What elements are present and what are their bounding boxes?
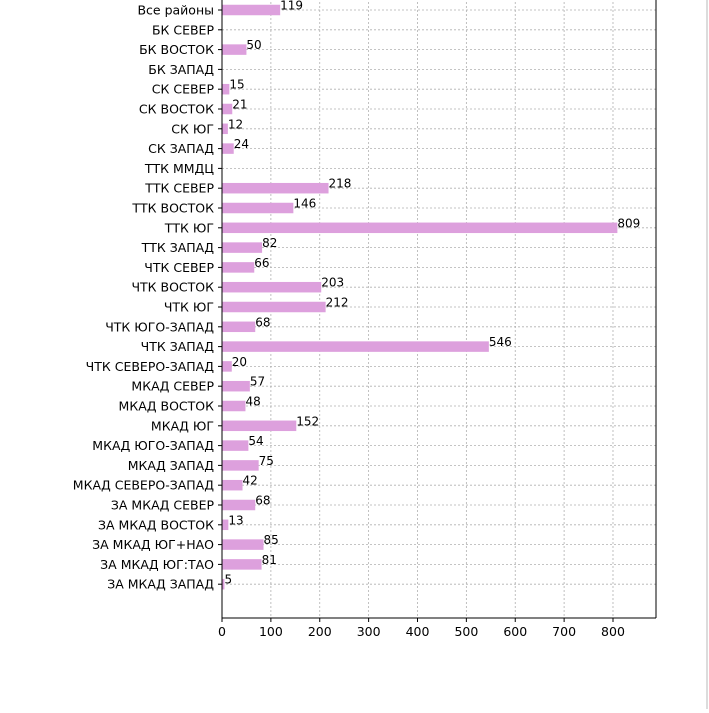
category-label: ТТК СЕВЕР	[144, 181, 214, 196]
category-label: ЧТК ЗАПАД	[141, 339, 215, 354]
bar	[222, 361, 232, 372]
category-label: ТТК ММДЦ	[144, 161, 214, 176]
data-label: 218	[329, 177, 352, 191]
category-label: СК ЗАПАД	[148, 141, 214, 156]
category-label: СК ВОСТОК	[139, 102, 214, 117]
data-label: 68	[255, 494, 270, 508]
category-label: ТТК ЗАПАД	[141, 240, 215, 255]
data-label: 13	[228, 513, 243, 527]
data-label: 5	[224, 573, 232, 587]
bar	[222, 143, 234, 154]
bar	[222, 83, 230, 95]
data-label: 15	[229, 78, 244, 92]
bar	[222, 44, 247, 55]
data-label: 50	[246, 38, 261, 52]
category-label: ЧТК ЮГ	[164, 300, 214, 315]
data-label: 68	[255, 315, 270, 329]
x-tick-label: 800	[601, 624, 625, 639]
category-label: БК ЗАПАД	[148, 62, 214, 77]
data-label: 12	[228, 117, 243, 131]
x-tick-label: 700	[552, 624, 576, 639]
category-label: МКАД СЕВЕР	[131, 379, 214, 394]
category-label: Все районы	[137, 3, 214, 18]
category-label: ТТК ВОСТОК	[131, 201, 214, 216]
bar	[222, 559, 262, 570]
bar	[222, 222, 618, 234]
bar	[222, 519, 229, 531]
category-label: БК СЕВЕР	[152, 22, 215, 37]
data-label: 203	[321, 276, 344, 290]
category-label: МКАД ЮГО-ЗАПАД	[92, 438, 214, 453]
bar	[222, 103, 233, 115]
bar	[222, 4, 281, 16]
bar	[222, 202, 294, 214]
data-label: 42	[243, 474, 258, 488]
data-label: 75	[259, 454, 274, 468]
x-tick-label: 600	[503, 624, 527, 639]
category-label: ЧТК СЕВЕРО-ЗАПАД	[86, 359, 215, 374]
data-label: 24	[234, 137, 249, 151]
data-label: 119	[280, 0, 303, 13]
category-label: ЗА МКАД СЕВЕР	[111, 498, 215, 513]
x-tick-label: 300	[357, 624, 381, 639]
x-tick-label: 400	[406, 624, 430, 639]
x-tick-label: 100	[259, 624, 283, 639]
bar	[222, 301, 326, 313]
category-label: МКАД СЕВЕРО-ЗАПАД	[73, 478, 214, 493]
category-label: СК ЮГ	[171, 121, 214, 136]
category-label: БК ВОСТОК	[139, 42, 214, 57]
category-label: ЗА МКАД ВОСТОК	[98, 517, 214, 532]
bar	[222, 341, 489, 352]
bar	[222, 479, 243, 491]
x-tick-label: 500	[454, 624, 478, 639]
x-tick-label: 0	[218, 624, 226, 639]
window-edge	[706, 0, 708, 709]
category-label: МКАД ВОСТОК	[119, 399, 215, 414]
category-label: ЗА МКАД ЗАПАД	[107, 577, 214, 592]
data-label: 81	[262, 553, 277, 567]
data-label: 152	[296, 414, 319, 428]
data-label: 85	[264, 533, 279, 547]
bar	[222, 440, 249, 451]
data-label: 20	[232, 355, 247, 369]
category-label: ЧТК СЕВЕР	[144, 260, 214, 275]
bar	[222, 281, 322, 293]
bar	[222, 578, 225, 590]
category-label: ЧТК ЮГО-ЗАПАД	[105, 319, 214, 334]
category-label: СК СЕВЕР	[152, 82, 215, 97]
category-label: ЧТК ВОСТОК	[131, 280, 214, 295]
data-label: 212	[326, 296, 349, 310]
bar	[222, 182, 329, 194]
bar	[222, 460, 259, 471]
data-label: 82	[262, 236, 277, 250]
bar	[222, 123, 228, 135]
bar	[222, 262, 255, 273]
data-label: 57	[250, 375, 265, 389]
category-label: ЗА МКАД ЮГ:ТАО	[100, 557, 214, 572]
category-label: МКАД ЮГ	[151, 418, 214, 433]
category-label: МКАД ЗАПАД	[128, 458, 214, 473]
bar	[222, 400, 246, 412]
data-label: 546	[489, 335, 512, 349]
x-tick-label: 200	[308, 624, 332, 639]
bar	[222, 420, 297, 432]
bar	[222, 380, 250, 392]
data-label: 809	[617, 216, 640, 230]
bar	[222, 499, 256, 511]
data-label: 21	[232, 98, 247, 112]
bar	[222, 321, 256, 333]
bar	[222, 539, 264, 550]
category-label: ЗА МКАД ЮГ+НАО	[92, 537, 214, 552]
data-label: 54	[248, 434, 263, 448]
data-label: 48	[245, 395, 260, 409]
data-label: 66	[254, 256, 269, 270]
category-label: ТТК ЮГ	[164, 220, 214, 235]
bar	[222, 242, 263, 253]
data-label: 146	[293, 197, 316, 211]
